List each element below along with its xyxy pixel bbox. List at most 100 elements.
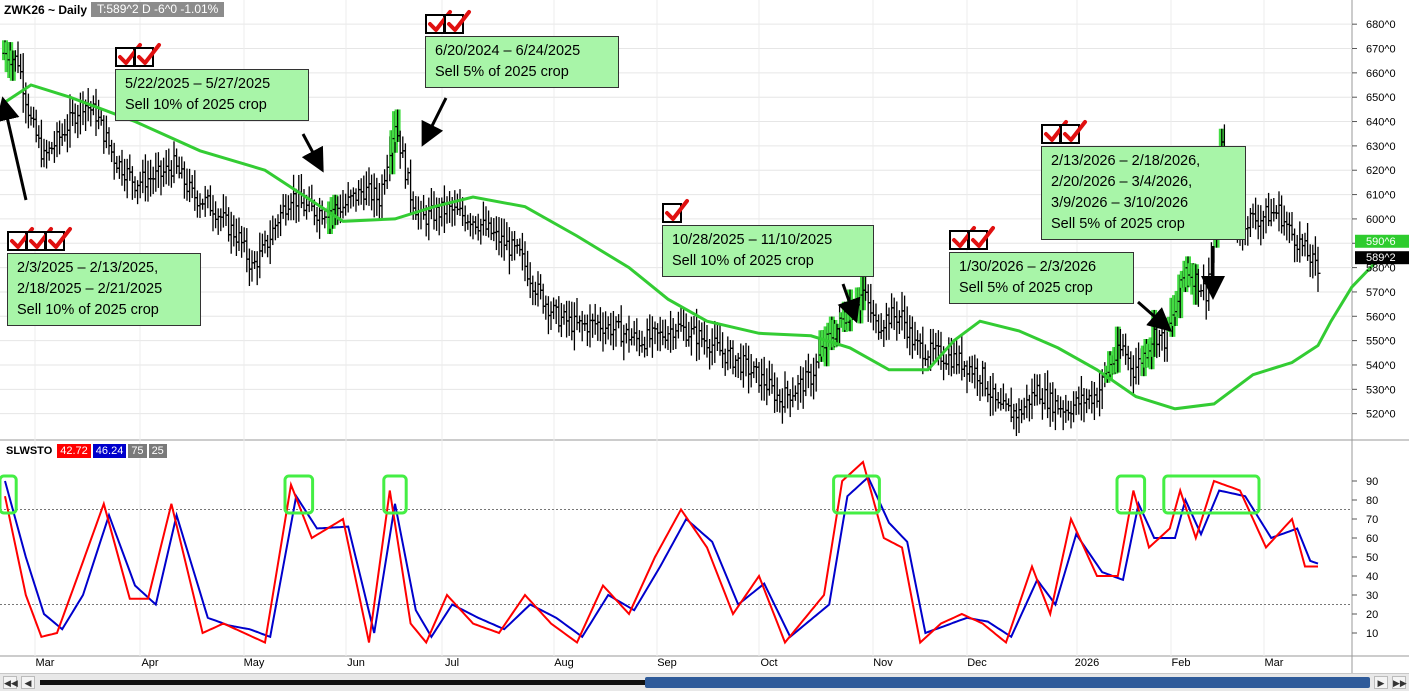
annotation-arrow <box>837 283 861 324</box>
symbol-label: ZWK26 ~ Daily <box>0 2 92 17</box>
price-tick-label: 630^0 <box>1366 141 1396 153</box>
time-scrollbar[interactable]: ◀◀ ◀ ▶ ▶▶ <box>0 673 1409 691</box>
d-value-badge: 46.24 <box>92 444 127 458</box>
checkbox-icon <box>1041 120 1068 144</box>
note-line: 2/18/2025 – 2/21/2025 <box>17 281 163 297</box>
price-tick-label: 610^0 <box>1366 190 1396 202</box>
checkbox-icon <box>7 227 34 251</box>
x-tick-label: Oct <box>760 657 777 669</box>
note-line: Sell 5% of 2025 crop <box>1051 216 1185 232</box>
price-tick-label: 550^0 <box>1366 336 1396 348</box>
signal-box <box>0 474 18 515</box>
stoch-tick-label: 10 <box>1366 628 1378 640</box>
checkmarks-feb-2025 <box>7 227 72 251</box>
stoch-tick-label: 40 <box>1366 571 1378 583</box>
stoch-tick-label: 30 <box>1366 590 1378 602</box>
indicator-name: SLWSTO <box>6 445 53 457</box>
checkmark-icon <box>48 227 72 249</box>
checkbox-icon <box>444 10 471 34</box>
x-tick-label: Mar <box>36 657 55 669</box>
note-line: 6/20/2024 – 6/24/2025 <box>435 43 581 59</box>
scroll-first-icon[interactable]: ◀◀ <box>3 676 18 689</box>
note-line: Sell 5% of 2025 crop <box>959 280 1093 296</box>
checkbox-icon <box>45 227 72 251</box>
signal-box <box>1115 474 1147 515</box>
price-tick-label: 650^0 <box>1366 92 1396 104</box>
note-line: Sell 10% of 2025 crop <box>125 97 267 113</box>
price-tick-label: 570^0 <box>1366 287 1396 299</box>
note-jun-2025: 6/20/2024 – 6/24/2025 Sell 5% of 2025 cr… <box>425 36 619 88</box>
annotation-arrow <box>421 97 448 147</box>
quote-readout: T:589^2 D -6^0 -1.01% <box>91 2 225 17</box>
note-line: 3/9/2026 – 3/10/2026 <box>1051 195 1189 211</box>
note-line: 1/30/2026 – 2/3/2026 <box>959 259 1097 275</box>
note-oct-2025: 10/28/2025 – 11/10/2025 Sell 10% of 2025… <box>662 225 874 277</box>
checkmark-icon <box>1063 120 1087 142</box>
signal-box <box>1162 474 1261 515</box>
checkmarks-jan-2026 <box>949 226 995 250</box>
x-tick-label: Jul <box>445 657 459 669</box>
x-tick-label: Aug <box>554 657 574 669</box>
checkbox-icon <box>425 10 452 34</box>
stoch-tick-label: 20 <box>1366 609 1378 621</box>
note-line: 10/28/2025 – 11/10/2025 <box>672 232 833 248</box>
stoch-tick-label: 60 <box>1366 533 1378 545</box>
checkmarks-oct-2025 <box>662 199 689 223</box>
checkmark-icon <box>665 199 689 221</box>
price-tick-label: 670^0 <box>1366 44 1396 56</box>
checkbox-icon <box>134 43 161 67</box>
checkbox-icon <box>1060 120 1087 144</box>
note-line: Sell 10% of 2025 crop <box>17 302 159 318</box>
stoch-tick-label: 80 <box>1366 495 1378 507</box>
indicator-header: SLWSTO 42.72 46.24 75 25 <box>6 444 167 458</box>
stoch-tick-label: 70 <box>1366 514 1378 526</box>
k-value-badge: 42.72 <box>57 444 91 458</box>
upper-level-badge: 75 <box>128 444 147 458</box>
note-feb-2025: 2/3/2025 – 2/13/2025, 2/18/2025 – 2/21/2… <box>7 253 201 326</box>
price-bars <box>2 40 1321 437</box>
price-tick-label: 640^0 <box>1366 117 1396 129</box>
annotation-arrows <box>0 96 1225 332</box>
stoch-tick-label: 50 <box>1366 552 1378 564</box>
checkmarks-feb-mar-2026 <box>1041 120 1087 144</box>
annotation-arrow <box>301 133 324 173</box>
x-tick-label: Mar <box>1265 657 1284 669</box>
scroll-left-icon[interactable]: ◀ <box>21 676 35 689</box>
checkbox-icon <box>662 199 689 223</box>
note-line: 2/20/2026 – 3/4/2026, <box>1051 174 1193 190</box>
note-feb-mar-2026: 2/13/2026 – 2/18/2026, 2/20/2026 – 3/4/2… <box>1041 146 1246 240</box>
checkmark-icon <box>971 226 995 248</box>
chart-header: ZWK26 ~ Daily T:589^2 D -6^0 -1.01% <box>0 0 225 19</box>
price-tick-label: 540^0 <box>1366 360 1396 372</box>
checkmarks-jun-2025 <box>425 10 471 34</box>
signal-box <box>382 474 408 515</box>
signal-box <box>832 474 881 515</box>
x-tick-label: Nov <box>873 657 893 669</box>
scroll-thumb[interactable] <box>645 677 1370 688</box>
checkmarks-may-2025 <box>115 43 161 67</box>
note-line: Sell 10% of 2025 crop <box>672 253 814 269</box>
x-tick-label: Sep <box>657 657 677 669</box>
moving-average-line <box>4 83 1397 411</box>
annotation-arrow <box>1137 300 1173 332</box>
note-line: Sell 5% of 2025 crop <box>435 64 569 80</box>
x-tick-label: Jun <box>347 657 365 669</box>
scroll-right-icon[interactable]: ▶ <box>1374 676 1388 689</box>
stochastic-panel <box>0 460 1352 645</box>
note-line: 2/3/2025 – 2/13/2025, <box>17 260 159 276</box>
ask-price-label: 590^6 <box>1366 236 1396 248</box>
stoch-k-line <box>4 460 1318 645</box>
stoch-tick-label: 90 <box>1366 476 1378 488</box>
note-line: 5/22/2025 – 5/27/2025 <box>125 76 271 92</box>
scroll-last-icon[interactable]: ▶▶ <box>1392 676 1407 689</box>
price-tick-label: 600^0 <box>1366 214 1396 226</box>
x-tick-label: 2026 <box>1075 657 1099 669</box>
x-tick-label: Feb <box>1172 657 1191 669</box>
price-tick-label: 620^0 <box>1366 165 1396 177</box>
checkbox-icon <box>115 43 142 67</box>
checkmark-icon <box>137 43 161 65</box>
signal-box <box>283 474 315 515</box>
axes: 520^0530^0540^0550^0560^0570^0580^0590^0… <box>36 19 1409 669</box>
price-tick-label: 680^0 <box>1366 19 1396 31</box>
x-tick-label: Apr <box>141 657 158 669</box>
